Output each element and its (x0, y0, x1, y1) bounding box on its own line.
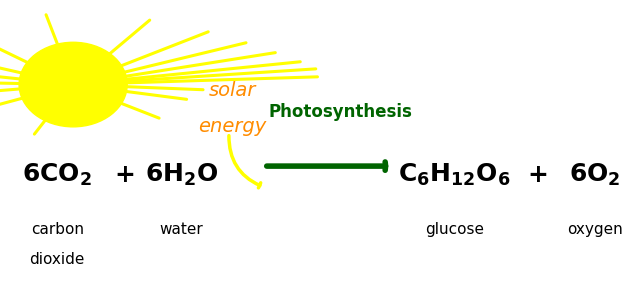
Text: water: water (160, 222, 203, 237)
Text: Photosynthesis: Photosynthesis (268, 103, 412, 121)
Text: dioxide: dioxide (29, 252, 85, 267)
Text: oxygen: oxygen (567, 222, 623, 237)
Text: $\mathbf{6O_2}$: $\mathbf{6O_2}$ (569, 162, 621, 188)
Text: $\mathbf{C_6H_{12}O_6}$: $\mathbf{C_6H_{12}O_6}$ (399, 162, 511, 188)
Text: energy: energy (198, 117, 266, 136)
Text: carbon: carbon (31, 222, 84, 237)
Ellipse shape (19, 42, 127, 127)
Text: $\mathbf{+}$: $\mathbf{+}$ (527, 163, 548, 187)
Text: $\mathbf{6H_2O}$: $\mathbf{6H_2O}$ (144, 162, 218, 188)
Text: solar: solar (209, 81, 256, 100)
Text: $\mathbf{+}$: $\mathbf{+}$ (114, 163, 134, 187)
Text: $\mathbf{6CO_2}$: $\mathbf{6CO_2}$ (22, 162, 92, 188)
Text: glucose: glucose (425, 222, 484, 237)
